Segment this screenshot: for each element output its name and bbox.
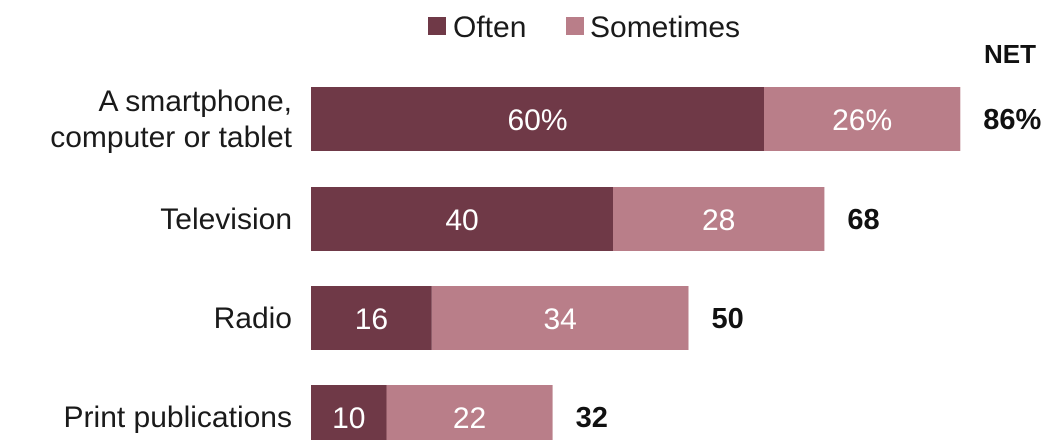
- net-header: NET: [984, 39, 1036, 69]
- bar-sometimes: [613, 187, 825, 251]
- bar-often: [311, 87, 764, 151]
- category-label: A smartphone, computer or tablet: [50, 85, 292, 154]
- bar-sometimes: [431, 286, 689, 350]
- net-labels: 86% 68 50 32: [576, 104, 1042, 434]
- category-labels: A smartphone, computer or tablet Televisio…: [50, 85, 292, 434]
- category-label: Television: [160, 203, 292, 236]
- bar-often: [311, 385, 387, 440]
- bar-sometimes: [764, 87, 961, 151]
- legend-swatch-often: [428, 17, 446, 35]
- bar-sometimes: [386, 385, 553, 440]
- net-value-label: 32: [576, 402, 608, 434]
- net-value-label: 68: [847, 204, 879, 236]
- legend-label-sometimes: Sometimes: [590, 11, 740, 44]
- bar-value-label: 22: [453, 402, 486, 435]
- bar-value-label: 16: [355, 303, 388, 336]
- bar-labels: 60% 26% 40 28 16 34 10 22: [332, 104, 892, 435]
- net-value-label: 50: [712, 303, 744, 335]
- category-label: Print publications: [64, 401, 292, 434]
- bar-value-label: 26%: [832, 104, 892, 137]
- legend-label-often: Often: [453, 11, 526, 44]
- net-value-label: 86%: [983, 104, 1041, 136]
- bar-often: [311, 187, 613, 251]
- bar-value-label: 28: [702, 204, 735, 237]
- bar-value-label: 40: [445, 204, 478, 237]
- bar-value-label: 10: [332, 402, 365, 435]
- legend-swatch-sometimes: [566, 17, 584, 35]
- bar-value-label: 34: [543, 303, 576, 336]
- legend: Often Sometimes: [428, 11, 740, 44]
- bar-often: [311, 286, 432, 350]
- bars: [311, 87, 961, 440]
- bar-value-label: 60%: [507, 104, 567, 137]
- category-label: Radio: [214, 302, 292, 335]
